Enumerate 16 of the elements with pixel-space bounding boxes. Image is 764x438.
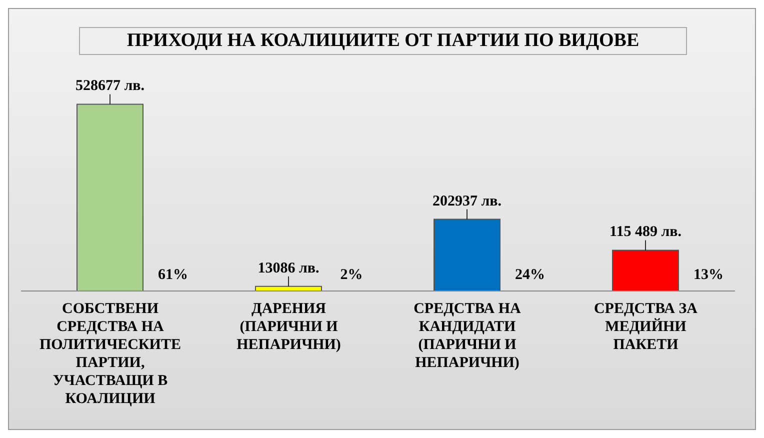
x-tick-label: СРЕДСТВА ЗА МЕДИЙНИ ПАКЕТИ [594,301,698,353]
x-tick-label: СОБСТВЕНИ СРЕДСТВА НА ПОЛИТИЧЕСКИТЕ ПАРТИИ, УЧАСТВАЩИ В КОАЛИЦИИ [39,301,182,407]
data-label: 528677 лв. [75,78,145,94]
bar [434,218,500,291]
data-label: 13086 лв. [258,260,320,276]
annotation: 2% [340,267,363,283]
annotation: 61% [158,267,188,283]
chart-title: ПРИХОДИ НА КОАЛИЦИИТЕ ОТ ПАРТИИ ПО ВИДОВЕ [79,27,687,55]
data-label: 202937 лв. [432,193,502,210]
annotation: 13% [694,267,724,283]
bar [76,104,144,291]
annotation: 24% [515,267,545,283]
x-tick-label: СРЕДСТВА НА КАНДИДАТИ (ПАРИЧНИ И НЕПАРИЧНИ) [414,301,522,371]
data-label: 115 489 лв. [610,224,682,240]
x-tick-label: ДАРЕНИЯ (ПАРИЧНИ И НЕПАРИЧНИ) [236,301,341,353]
bar [612,250,679,291]
